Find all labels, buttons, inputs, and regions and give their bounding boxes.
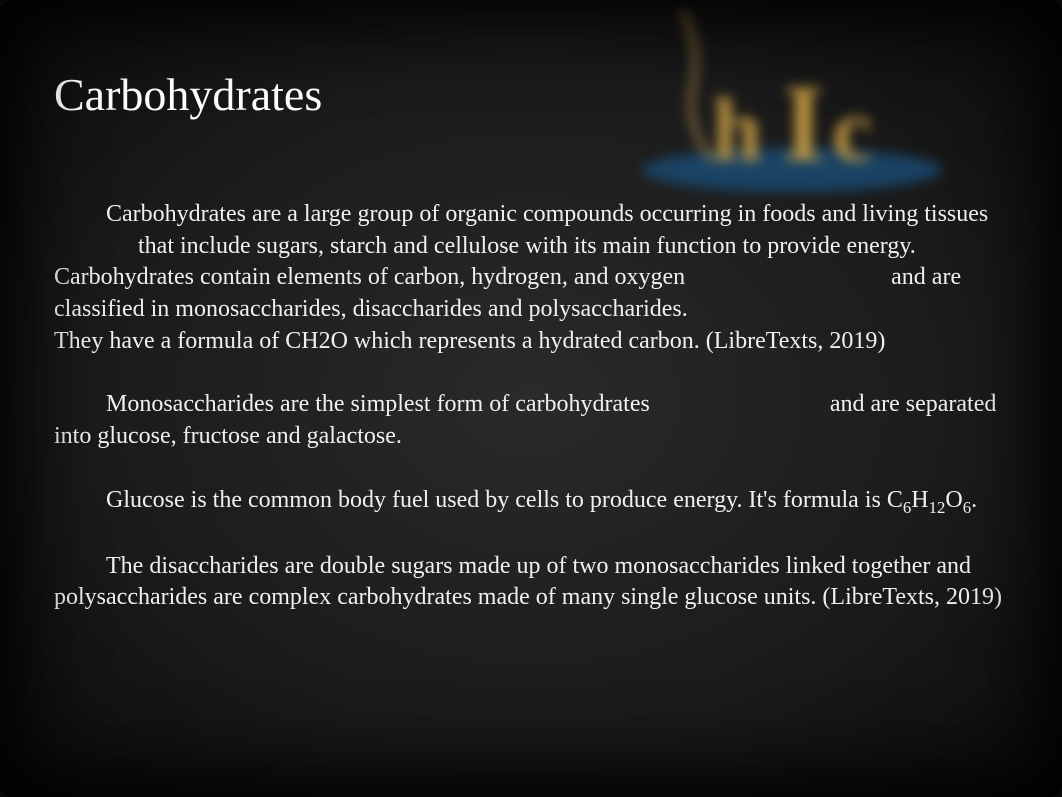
paragraph-4: The disaccharides are double sugars made… — [54, 551, 1008, 614]
p3-text-2: H — [911, 487, 928, 513]
p1-text-3: Carbohydrates contain elements of carbon… — [54, 264, 685, 290]
p1-text-5: They have a formula of CH2O which repres… — [54, 328, 885, 354]
p2-text-1: Monosaccharides are the simplest form of… — [106, 391, 650, 417]
svg-text:c: c — [832, 81, 872, 180]
p1-text-2: that include sugars, starch and cellulos… — [138, 233, 916, 259]
logo-graphic: h I c — [622, 0, 962, 200]
body-content: Carbohydrates are a large group of organ… — [54, 199, 1008, 614]
p3-sub-1: 6 — [903, 498, 911, 517]
svg-text:I: I — [782, 62, 825, 184]
paragraph-3: Glucose is the common body fuel used by … — [54, 485, 1008, 519]
p3-text-4: . — [971, 487, 977, 513]
paragraph-2: Monosaccharides are the simplest form of… — [54, 389, 1008, 452]
p3-text-3: O — [945, 487, 962, 513]
p3-text-1: Glucose is the common body fuel used by … — [106, 487, 903, 513]
p1-text-1: Carbohydrates are a large group of organ… — [106, 201, 988, 227]
p3-sub-3: 6 — [963, 498, 971, 517]
p4-text-1: The disaccharides are double sugars made… — [54, 553, 1002, 611]
paragraph-1: Carbohydrates are a large group of organ… — [54, 199, 1008, 357]
svg-text:h: h — [712, 81, 762, 180]
slide-container: h I c Carbohydrates Carbohydrates are a … — [0, 0, 1062, 797]
p3-sub-2: 12 — [929, 498, 946, 517]
